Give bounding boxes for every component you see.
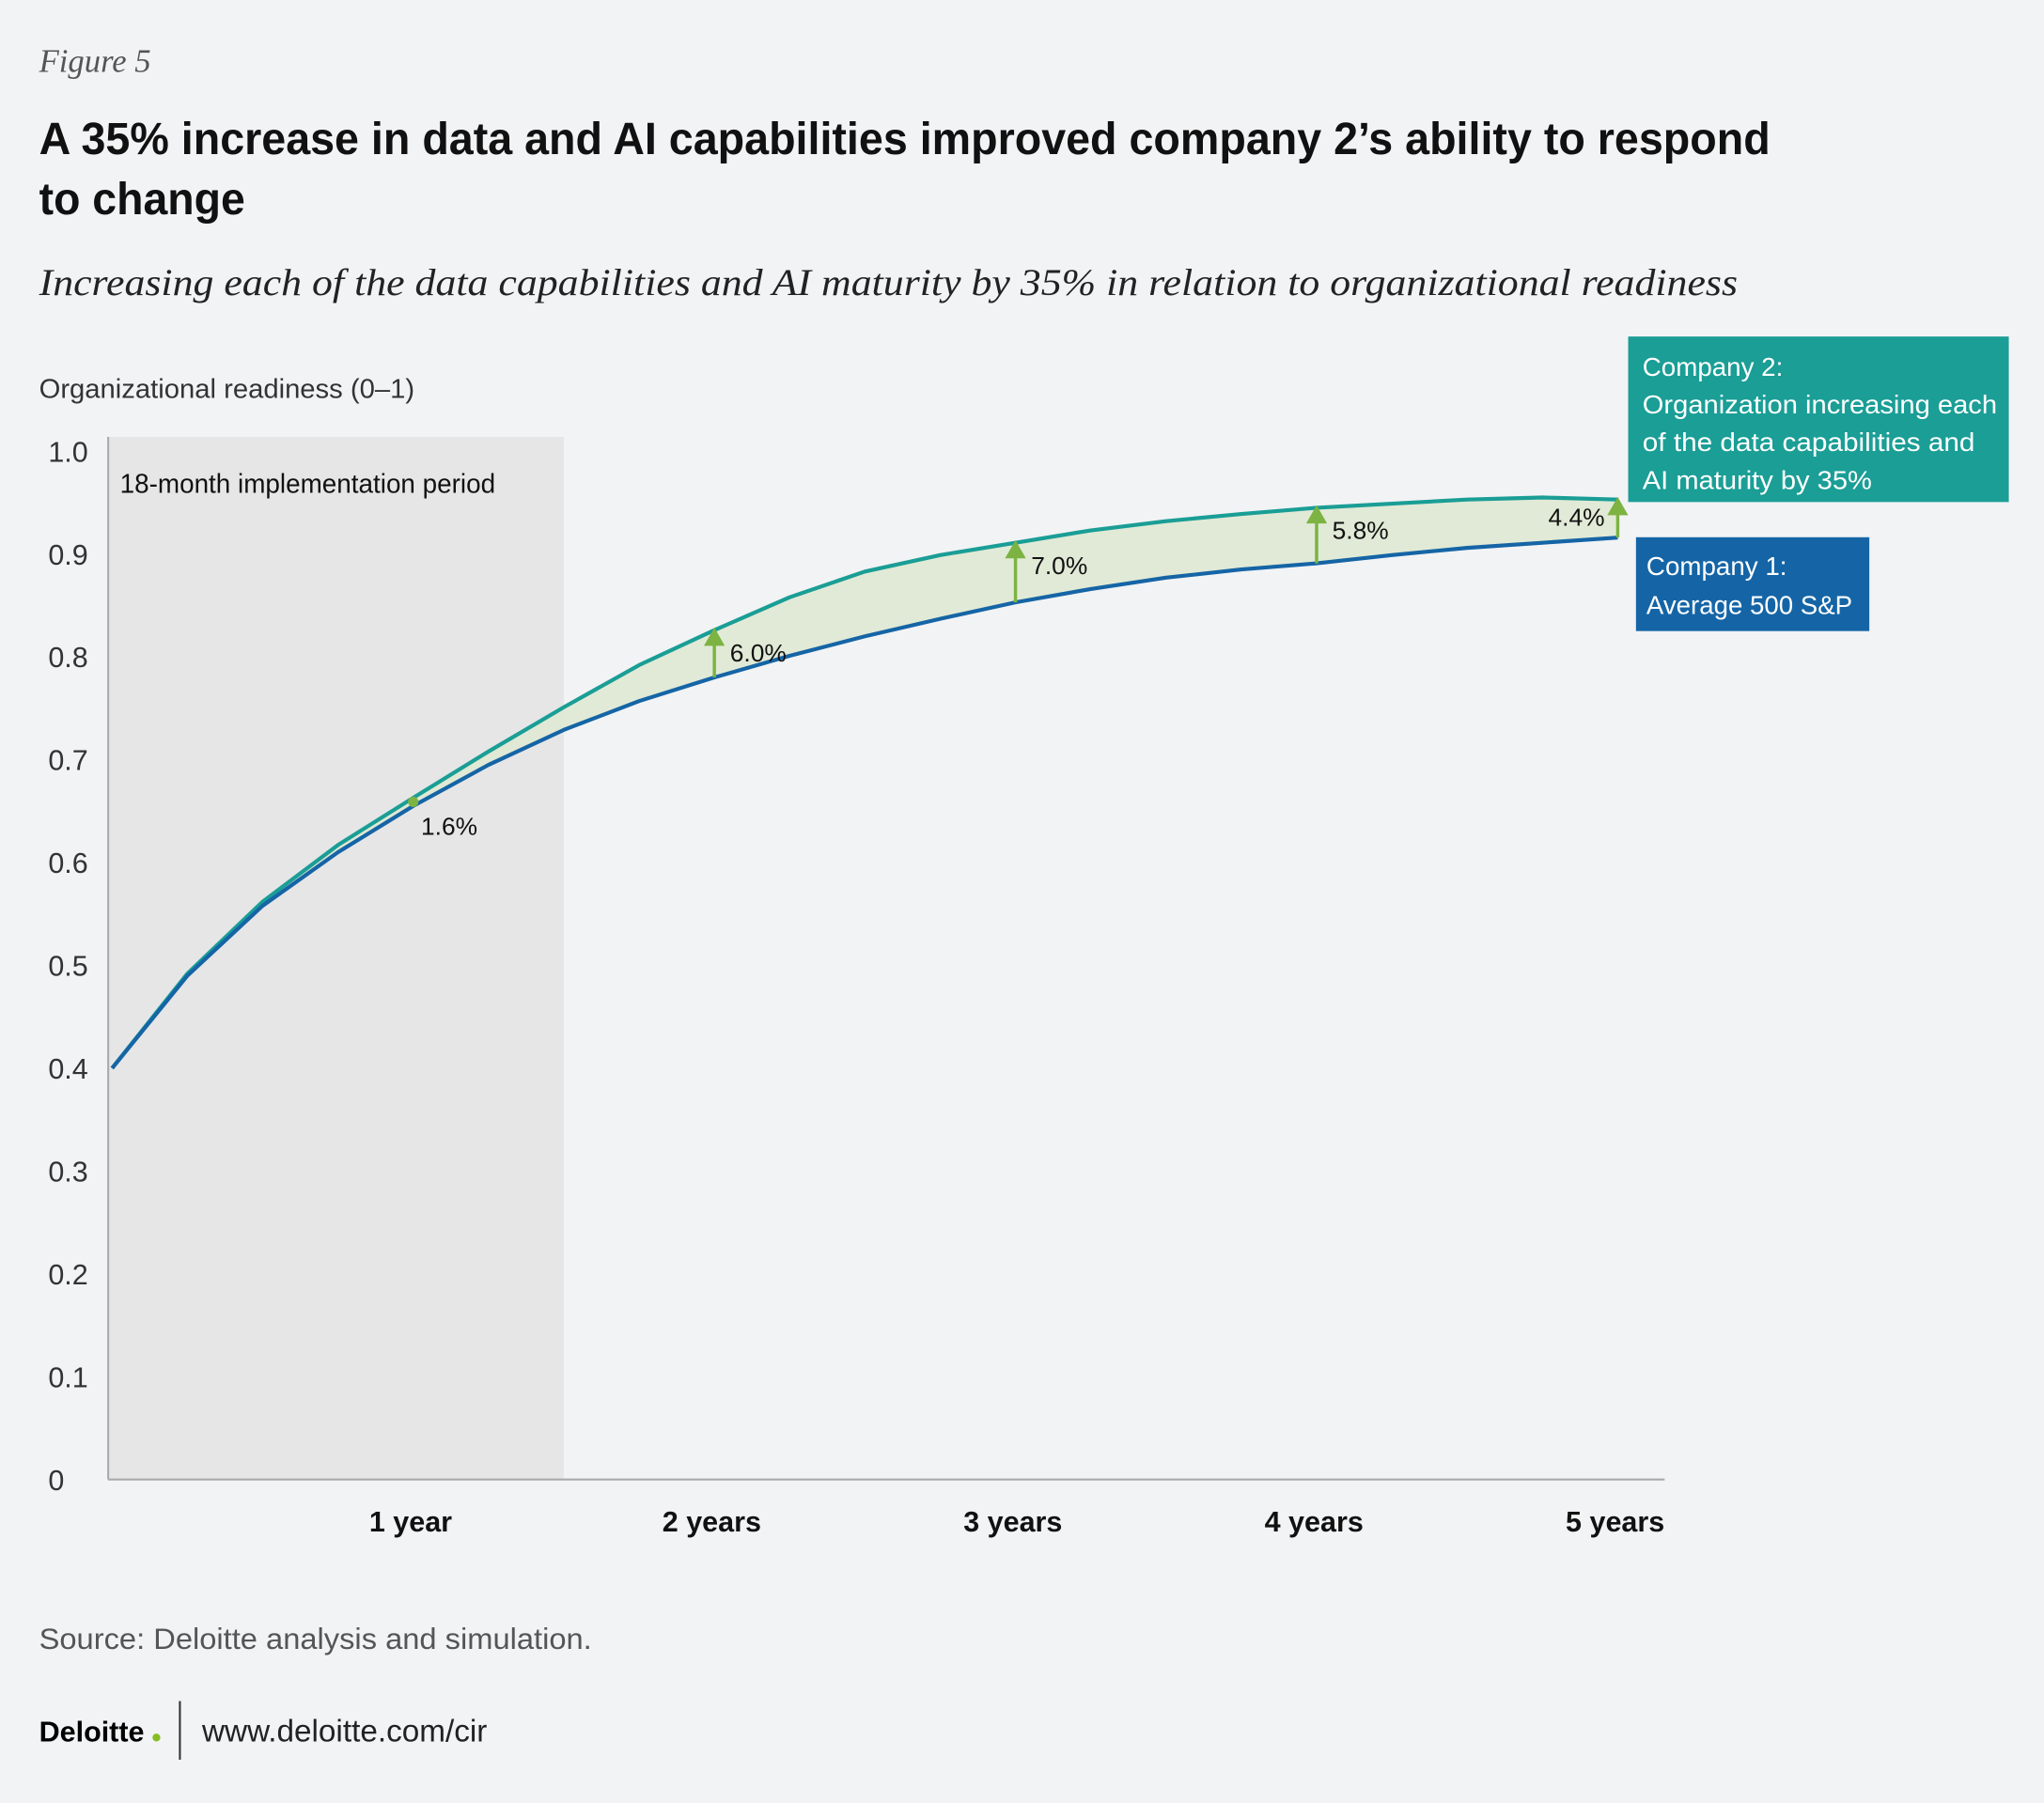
difference-label: 6.0% xyxy=(730,639,787,667)
difference-dot xyxy=(408,796,419,808)
chart-title-line2: to change xyxy=(39,174,245,225)
y-tick-label: 0.4 xyxy=(48,1053,87,1085)
x-tick-label: 5 years xyxy=(1566,1506,1664,1538)
x-tick-label: 2 years xyxy=(663,1506,761,1538)
y-tick-label: 0.9 xyxy=(48,539,87,571)
legend-box-company-2 xyxy=(1628,336,2009,503)
legend-text: Company 2: xyxy=(1643,352,1784,381)
plot-area: 18-month implementation period 0 0.1 0.2 0.3… xyxy=(48,436,1665,1538)
y-tick-label: 0.6 xyxy=(48,847,87,879)
y-axis-label: Organizational readiness (0–1) xyxy=(39,374,414,404)
chart-title-line1: A 35% increase in data and AI capabiliti… xyxy=(39,114,1771,164)
difference-label: 7.0% xyxy=(1031,552,1087,580)
source-note: Source: Deloitte analysis and simulation… xyxy=(39,1622,592,1655)
difference-label: 5.8% xyxy=(1333,517,1389,545)
legend-text: of the data capabilities and xyxy=(1643,427,1975,457)
implementation-period-label: 18-month implementation period xyxy=(120,470,495,500)
difference-label: 1.6% xyxy=(421,812,477,840)
series-line-company-2 xyxy=(110,495,1618,1070)
logo-text: Deloitte xyxy=(39,1716,145,1748)
y-tick-label: 0.2 xyxy=(48,1259,87,1291)
legend-text: Organization increasing each xyxy=(1643,390,1997,419)
logo-dot xyxy=(152,1733,161,1742)
x-tick-label: 4 years xyxy=(1265,1506,1364,1538)
legend-company-1: Company 1: Average 500 S&P xyxy=(1635,536,1870,631)
arrow-head-icon xyxy=(1607,496,1629,516)
arrow-head-icon xyxy=(704,627,726,646)
legend-text: Company 1: xyxy=(1646,552,1787,581)
y-tick-label: 0.7 xyxy=(48,745,87,777)
series-line-company-1 xyxy=(110,536,1618,1070)
legend-box-company-1 xyxy=(1635,536,1870,631)
deloitte-logo: Deloitte xyxy=(39,1716,161,1748)
x-tick-label: 3 years xyxy=(963,1506,1062,1538)
x-tick-label: 1 year xyxy=(369,1506,452,1538)
y-tick-label: 1.0 xyxy=(48,436,87,468)
footer-url[interactable]: www.deloitte.com/cir xyxy=(201,1714,487,1749)
legend-text: AI maturity by 35% xyxy=(1643,465,1872,494)
arrow-head-icon xyxy=(1305,505,1328,524)
legend-company-2: Company 2: Organization increasing each … xyxy=(1628,336,2009,503)
y-tick-label: 0.8 xyxy=(48,642,87,674)
gap-area xyxy=(112,497,1618,1068)
arrow-head-icon xyxy=(1005,539,1026,559)
figure-label: Figure 5 xyxy=(39,44,151,80)
chart-subtitle: Increasing each of the data capabilities… xyxy=(39,261,1739,303)
legend-text: Average 500 S&P xyxy=(1646,591,1852,620)
difference-label: 4.4% xyxy=(1548,503,1604,531)
y-tick-label: 0.5 xyxy=(48,951,87,983)
y-tick-label: 0.1 xyxy=(48,1361,87,1393)
y-tick-label: 0.3 xyxy=(48,1156,87,1188)
implementation-period-shade xyxy=(108,436,564,1480)
y-tick-label: 0 xyxy=(48,1465,64,1497)
